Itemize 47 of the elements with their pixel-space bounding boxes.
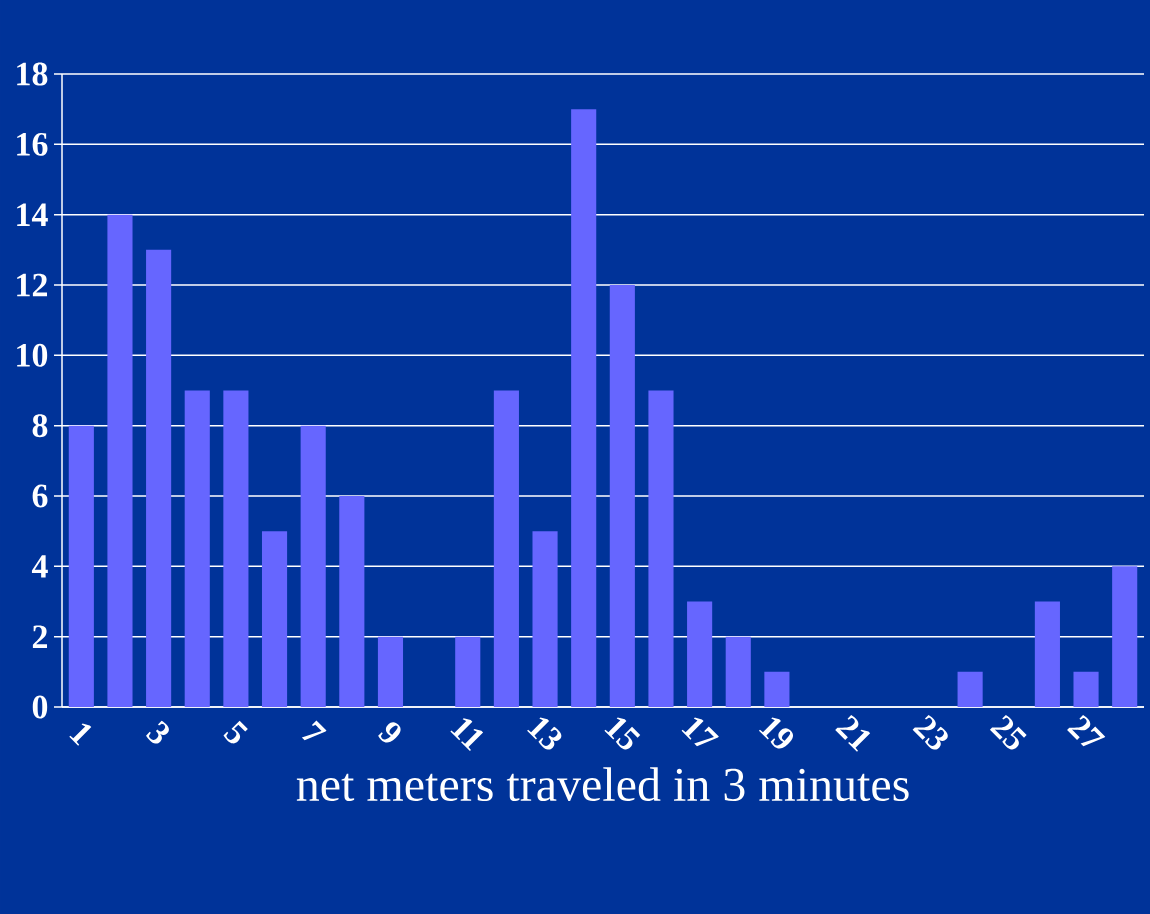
bar: [609, 285, 635, 707]
y-tick-label: 14: [17, 203, 48, 226]
x-tick-label: 21: [835, 715, 871, 752]
bar: [648, 390, 674, 707]
bar: [146, 249, 172, 707]
bar: [339, 496, 365, 707]
x-tick-label: 27: [1067, 715, 1106, 747]
x-tick-label: 1: [69, 723, 92, 746]
x-tick-label: 13: [527, 717, 562, 750]
bar: [377, 636, 404, 707]
x-tick-label: 7: [301, 720, 327, 741]
x-tick-label: 25: [989, 714, 1027, 750]
y-tick-label: 2: [32, 625, 48, 648]
x-tick-label: 3: [146, 720, 169, 744]
x-tick-label: 15: [604, 717, 641, 750]
bar: [300, 425, 326, 707]
x-tick-label: 11: [450, 718, 484, 752]
y-tick-label: 6: [32, 484, 48, 508]
y-tick-label: 8: [32, 414, 48, 438]
bar: [455, 636, 481, 707]
bar: [1034, 601, 1060, 707]
x-tick-label: 19: [758, 717, 794, 749]
bar: [1112, 566, 1138, 707]
bar: [223, 390, 249, 707]
x-tick-label: 23: [912, 714, 948, 750]
y-tick-label: 12: [17, 273, 48, 297]
x-tick-label: 5: [223, 720, 248, 744]
bar: [261, 531, 288, 707]
bar: [493, 390, 519, 707]
bar: [532, 531, 558, 707]
bar: [107, 214, 133, 707]
x-axis-title: net meters traveled in 3 minutes: [296, 767, 909, 802]
bar: [1073, 671, 1099, 707]
bar: [687, 601, 713, 707]
bar: [184, 390, 210, 707]
y-tick-label: 16: [17, 132, 48, 156]
y-tick-label: 10: [17, 343, 48, 367]
bar: [571, 109, 597, 707]
x-tick-label: 17: [681, 717, 719, 747]
bar: [957, 671, 983, 707]
y-tick-label: 0: [32, 695, 48, 719]
y-tick-label: 4: [31, 555, 48, 578]
bar: [764, 671, 790, 707]
bar: [68, 425, 94, 707]
y-tick-label: 18: [17, 62, 48, 86]
bar: [725, 636, 751, 707]
x-tick-label: 9: [378, 722, 401, 743]
